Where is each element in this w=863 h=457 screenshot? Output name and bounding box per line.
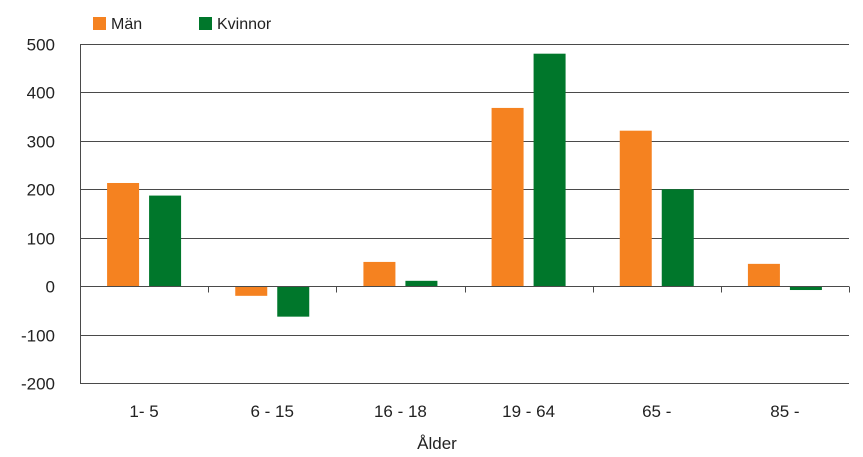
legend: Män Kvinnor: [93, 16, 272, 33]
y-tick-label: 400: [27, 84, 55, 103]
y-tick-label: -200: [21, 375, 55, 394]
y-tick-labels: 500 400 300 200 100 0 -100 -200: [21, 36, 55, 394]
y-tick-label: 200: [27, 181, 55, 200]
legend-label-kvinnor: Kvinnor: [217, 16, 272, 33]
x-tick-labels: 1- 5 6 - 15 16 - 18 19 - 64 65 - 85 -: [129, 402, 799, 421]
gridlines: [80, 44, 849, 384]
y-tick-label: 0: [46, 278, 55, 297]
bar-man-5: [747, 263, 780, 287]
x-tick-label: 19 - 64: [502, 402, 555, 421]
x-tick-label: 65 -: [642, 402, 671, 421]
legend-label-man: Män: [111, 16, 142, 33]
legend-swatch-man: [93, 17, 106, 30]
y-tick-label: 300: [27, 133, 55, 152]
bar-kvinnor-2: [405, 280, 438, 287]
y-tick-label: 100: [27, 230, 55, 249]
bars: [107, 53, 822, 317]
axes: [80, 44, 850, 383]
x-tick-label: 16 - 18: [374, 402, 427, 421]
legend-swatch-kvinnor: [199, 17, 212, 30]
bar-man-2: [363, 261, 396, 287]
x-tick-label: 6 - 15: [251, 402, 294, 421]
x-tick-label: 1- 5: [129, 402, 158, 421]
bar-man-3: [491, 107, 524, 287]
bar-man-1: [235, 286, 268, 296]
y-tick-label: -100: [21, 327, 55, 346]
x-tick-label: 85 -: [770, 402, 799, 421]
y-tick-label: 500: [27, 36, 55, 55]
bar-kvinnor-4: [661, 189, 694, 287]
bar-kvinnor-1: [277, 286, 310, 317]
bar-kvinnor-5: [789, 286, 822, 291]
bar-kvinnor-0: [149, 195, 182, 287]
bar-man-4: [619, 130, 652, 287]
bar-kvinnor-3: [533, 53, 566, 287]
x-axis-title: Ålder: [417, 434, 457, 453]
bar-man-0: [107, 182, 140, 287]
